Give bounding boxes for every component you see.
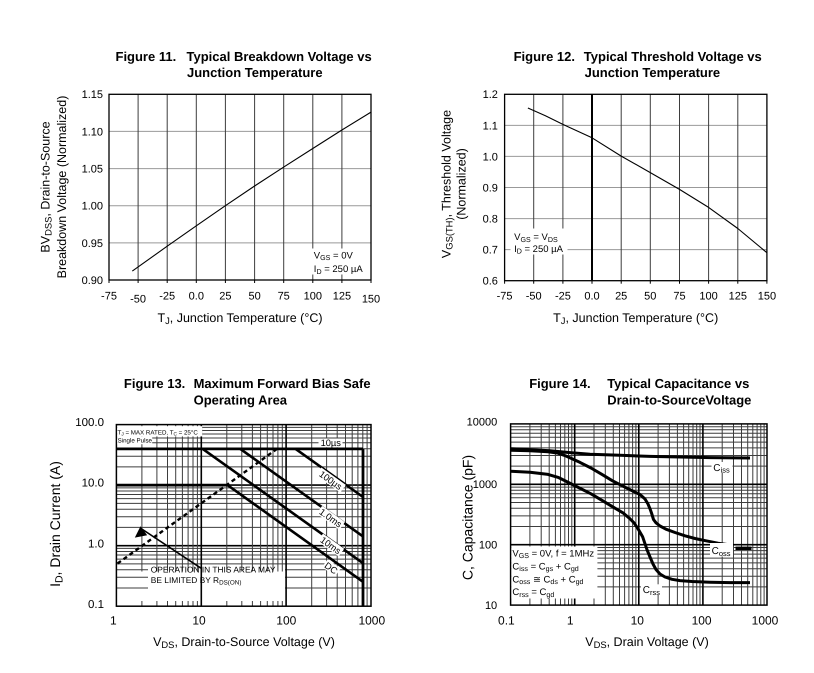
- svg-text:100.0: 100.0: [75, 417, 104, 429]
- svg-text:-25: -25: [555, 291, 571, 303]
- svg-text:1: 1: [567, 613, 574, 627]
- svg-text:0.8: 0.8: [483, 214, 498, 226]
- svg-text:0.7: 0.7: [483, 245, 498, 257]
- svg-text:Junction Temperature: Junction Temperature: [187, 65, 323, 80]
- svg-text:150: 150: [758, 291, 776, 303]
- svg-text:Coss: Coss: [712, 546, 731, 558]
- svg-text:125: 125: [333, 291, 351, 303]
- svg-text:Figure 14.: Figure 14.: [529, 376, 590, 391]
- svg-text:TJ, Junction Temperature (°C): TJ, Junction Temperature (°C): [157, 311, 322, 326]
- svg-text:0.1: 0.1: [498, 613, 515, 627]
- svg-text:25: 25: [615, 291, 627, 303]
- svg-text:10: 10: [631, 613, 645, 627]
- svg-text:100: 100: [699, 291, 717, 303]
- svg-text:1.00: 1.00: [82, 201, 103, 213]
- svg-text:0.0: 0.0: [584, 291, 599, 303]
- svg-text:-25: -25: [159, 291, 175, 303]
- svg-text:1000: 1000: [752, 613, 779, 627]
- svg-text:50: 50: [644, 291, 656, 303]
- svg-text:VDS, Drain Voltage (V): VDS, Drain Voltage (V): [585, 635, 709, 650]
- svg-text:0.95: 0.95: [82, 238, 103, 250]
- svg-text:Crss = Cgd: Crss = Cgd: [512, 587, 554, 599]
- svg-text:50: 50: [248, 291, 260, 303]
- svg-text:0.0: 0.0: [189, 291, 204, 303]
- svg-text:1: 1: [110, 613, 117, 627]
- svg-text:Coss ≅ Cds + Cgd: Coss ≅ Cds + Cgd: [512, 574, 583, 586]
- svg-text:TJ, Junction Temperature (°C): TJ, Junction Temperature (°C): [553, 311, 718, 326]
- svg-text:100: 100: [304, 291, 322, 303]
- svg-text:OPERATION IN THIS AREA MAY: OPERATION IN THIS AREA MAY: [151, 565, 276, 575]
- svg-text:Typical Threshold Voltage vs: Typical Threshold Voltage vs: [584, 49, 762, 64]
- svg-text:VGS(TH), Threshold Voltage: VGS(TH), Threshold Voltage: [440, 110, 455, 258]
- svg-text:Maximum Forward Bias Safe: Maximum Forward Bias Safe: [194, 376, 371, 391]
- svg-text:Ciss = Cgs + Cgd: Ciss = Cgs + Cgd: [512, 561, 578, 573]
- svg-text:1.2: 1.2: [483, 89, 498, 101]
- svg-text:10: 10: [192, 613, 206, 627]
- svg-text:150: 150: [362, 294, 380, 306]
- svg-text:0.90: 0.90: [82, 275, 103, 287]
- svg-text:1.15: 1.15: [82, 89, 103, 101]
- svg-text:Typical Breakdown Voltage vs: Typical Breakdown Voltage vs: [187, 49, 372, 64]
- svg-text:Single Pulse: Single Pulse: [118, 437, 153, 444]
- svg-text:TJ = MAX RATED, TC = 25°C: TJ = MAX RATED, TC = 25°C: [118, 429, 199, 436]
- svg-text:VDS, Drain-to-Source Voltage (: VDS, Drain-to-Source Voltage (V): [153, 635, 335, 650]
- svg-text:1.10: 1.10: [82, 126, 103, 138]
- svg-text:VGS = 0V, f = 1MHz: VGS = 0V, f = 1MHz: [512, 549, 594, 561]
- svg-text:BE LIMITED BY RDS(ON): BE LIMITED BY RDS(ON): [151, 575, 242, 587]
- svg-text:Drain-to-SourceVoltage: Drain-to-SourceVoltage: [607, 393, 751, 408]
- svg-text:Operating Area: Operating Area: [194, 393, 288, 408]
- svg-text:Typical Capacitance vs: Typical Capacitance vs: [607, 376, 749, 391]
- svg-text:75: 75: [278, 291, 290, 303]
- svg-text:-75: -75: [497, 291, 513, 303]
- svg-text:1.0: 1.0: [88, 538, 104, 550]
- svg-text:-50: -50: [526, 291, 542, 303]
- svg-text:125: 125: [729, 291, 747, 303]
- svg-text:10: 10: [485, 600, 497, 612]
- svg-text:1000: 1000: [473, 479, 497, 491]
- svg-text:Figure 12.: Figure 12.: [514, 49, 575, 64]
- svg-text:1000: 1000: [358, 613, 385, 627]
- svg-text:0.1: 0.1: [88, 599, 104, 611]
- svg-text:75: 75: [673, 291, 685, 303]
- svg-text:VGS = VDS: VGS = VDS: [514, 232, 558, 244]
- svg-text:10.0: 10.0: [82, 478, 104, 490]
- svg-text:Junction Temperature: Junction Temperature: [585, 65, 721, 80]
- svg-text:(Normalized): (Normalized): [454, 148, 468, 220]
- svg-text:VGS = 0V: VGS = 0V: [314, 250, 354, 262]
- svg-text:100: 100: [479, 540, 497, 552]
- svg-text:100: 100: [692, 613, 712, 627]
- svg-text:1.05: 1.05: [82, 164, 103, 176]
- svg-text:Breakdown Voltage (Normalized): Breakdown Voltage (Normalized): [55, 96, 69, 279]
- svg-text:-75: -75: [101, 291, 117, 303]
- svg-text:0.9: 0.9: [483, 182, 498, 194]
- svg-text:-50: -50: [130, 294, 146, 306]
- svg-text:25: 25: [219, 291, 231, 303]
- svg-text:Figure 11.: Figure 11.: [116, 49, 177, 64]
- svg-text:1.0: 1.0: [483, 151, 498, 163]
- svg-text:10000: 10000: [467, 416, 498, 428]
- svg-text:100: 100: [276, 613, 296, 627]
- svg-text:ID, Drain Current (A): ID, Drain Current (A): [47, 461, 66, 587]
- svg-text:1.1: 1.1: [483, 120, 498, 132]
- svg-text:Ciss: Ciss: [713, 463, 730, 475]
- svg-text:0.6: 0.6: [483, 276, 498, 288]
- svg-text:Figure 13.: Figure 13.: [124, 376, 185, 391]
- svg-text:Crss: Crss: [643, 585, 660, 597]
- svg-text:C, Capacitance (pF): C, Capacitance (pF): [460, 455, 476, 580]
- svg-text:ID = 250 µA: ID = 250 µA: [314, 264, 364, 276]
- svg-text:ID = 250 µA: ID = 250 µA: [514, 244, 564, 256]
- svg-text:10µs: 10µs: [321, 438, 342, 448]
- svg-text:BVDSS, Drain-to-Source: BVDSS, Drain-to-Source: [38, 121, 53, 252]
